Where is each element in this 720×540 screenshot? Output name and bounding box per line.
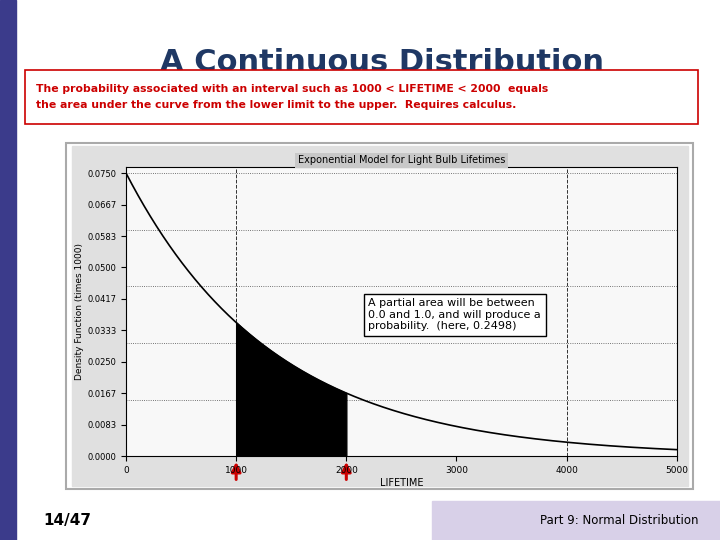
Text: Part 9: Normal Distribution: Part 9: Normal Distribution [540,514,698,527]
X-axis label: LIFETIME: LIFETIME [379,478,423,488]
Text: The probability associated with an interval such as 1000 < LIFETIME < 2000  equa: The probability associated with an inter… [36,84,548,110]
Bar [72,146,688,486]
FancyBboxPatch shape [66,143,693,489]
Title: Exponential Model for Light Bulb Lifetimes: Exponential Model for Light Bulb Lifetim… [297,155,505,165]
Bar [432,501,720,540]
Text: A Continuous Distribution: A Continuous Distribution [160,48,603,77]
Text: 14/47: 14/47 [43,513,91,528]
Text: A partial area will be between
0.0 and 1.0, and will produce a
probability.  (he: A partial area will be between 0.0 and 1… [369,298,541,331]
Bar [0,0,16,540]
FancyBboxPatch shape [25,70,698,124]
Y-axis label: Density Function (times 1000): Density Function (times 1000) [76,244,84,380]
